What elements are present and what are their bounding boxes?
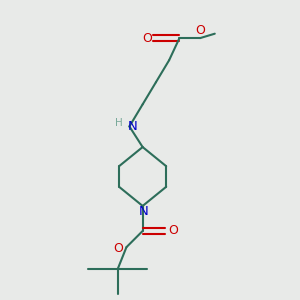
Text: O: O <box>169 224 178 238</box>
Text: N: N <box>139 205 149 218</box>
Text: O: O <box>195 24 205 37</box>
Text: N: N <box>128 120 137 133</box>
Text: O: O <box>113 242 123 255</box>
Text: H: H <box>115 118 123 128</box>
Text: O: O <box>143 32 153 45</box>
